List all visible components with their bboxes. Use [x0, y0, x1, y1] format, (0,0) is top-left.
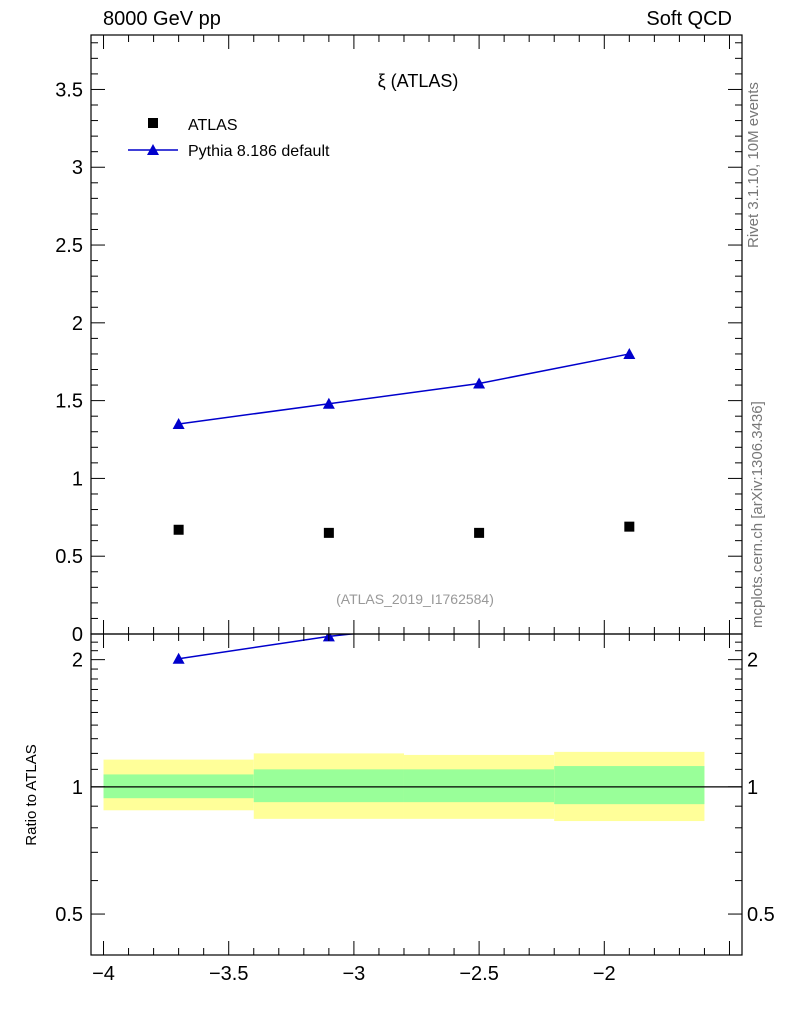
ratio-pythia-point	[172, 652, 185, 664]
ratio-pythia-line	[178, 634, 359, 660]
legend-pythia-marker	[147, 144, 159, 155]
x-tick-label: −3	[342, 963, 365, 985]
atlas-point	[173, 524, 184, 535]
pythia-point	[623, 347, 636, 359]
y-tick-label: 2	[72, 313, 83, 335]
ratio-y-tick-label-right: 1	[747, 777, 758, 799]
ratio-pythia-point	[623, 605, 635, 616]
main-plot-area	[172, 347, 636, 538]
y-tick-label: 3	[72, 157, 83, 179]
header-left: 8000 GeV pp	[103, 8, 221, 30]
legend-atlas-label: ATLAS	[188, 117, 238, 134]
pythia-point	[473, 377, 486, 389]
pythia-point	[172, 417, 185, 429]
legend-atlas-marker	[148, 118, 158, 128]
pythia-point	[322, 397, 335, 409]
x-tick-label: −4	[92, 963, 115, 985]
ratio-plot-area	[91, 605, 742, 822]
x-tick-label: −2	[593, 963, 616, 985]
ratio-y-tick-label: 2	[72, 650, 83, 672]
ratio-band-green	[403, 769, 555, 803]
ratio-y-tick-label: 0.5	[55, 904, 83, 926]
pythia-line	[178, 353, 630, 425]
y-tick-label: 1.5	[55, 391, 83, 413]
x-tick-label: −3.5	[209, 963, 248, 985]
analysis-watermark: (ATLAS_2019_I1762584)	[336, 591, 494, 607]
x-tick-label: −2.5	[459, 963, 498, 985]
y-tick-label: 3.5	[55, 79, 83, 101]
ratio-y-tick-label: 1	[72, 777, 83, 799]
ratio-y-axis-label: Ratio to ATLAS	[23, 744, 40, 845]
ratio-y-tick-label-right: 2	[747, 650, 758, 672]
y-tick-label: 1	[72, 468, 83, 490]
ratio-y-tick-label-right: 0.5	[747, 904, 775, 926]
y-tick-label: 0	[72, 624, 83, 646]
atlas-point	[474, 527, 485, 538]
atlas-point	[624, 521, 635, 532]
y-tick-label: 2.5	[55, 235, 83, 257]
header-right: Soft QCD	[646, 8, 732, 30]
legend-pythia-label: Pythia 8.186 default	[188, 143, 330, 160]
ratio-frame	[90, 633, 743, 956]
atlas-point	[323, 527, 334, 538]
plot-title: ξ (ATLAS)	[378, 71, 459, 91]
y-tick-label: 0.5	[55, 546, 83, 568]
ratio-band-green	[554, 766, 705, 805]
ratio-band-green	[253, 769, 404, 803]
